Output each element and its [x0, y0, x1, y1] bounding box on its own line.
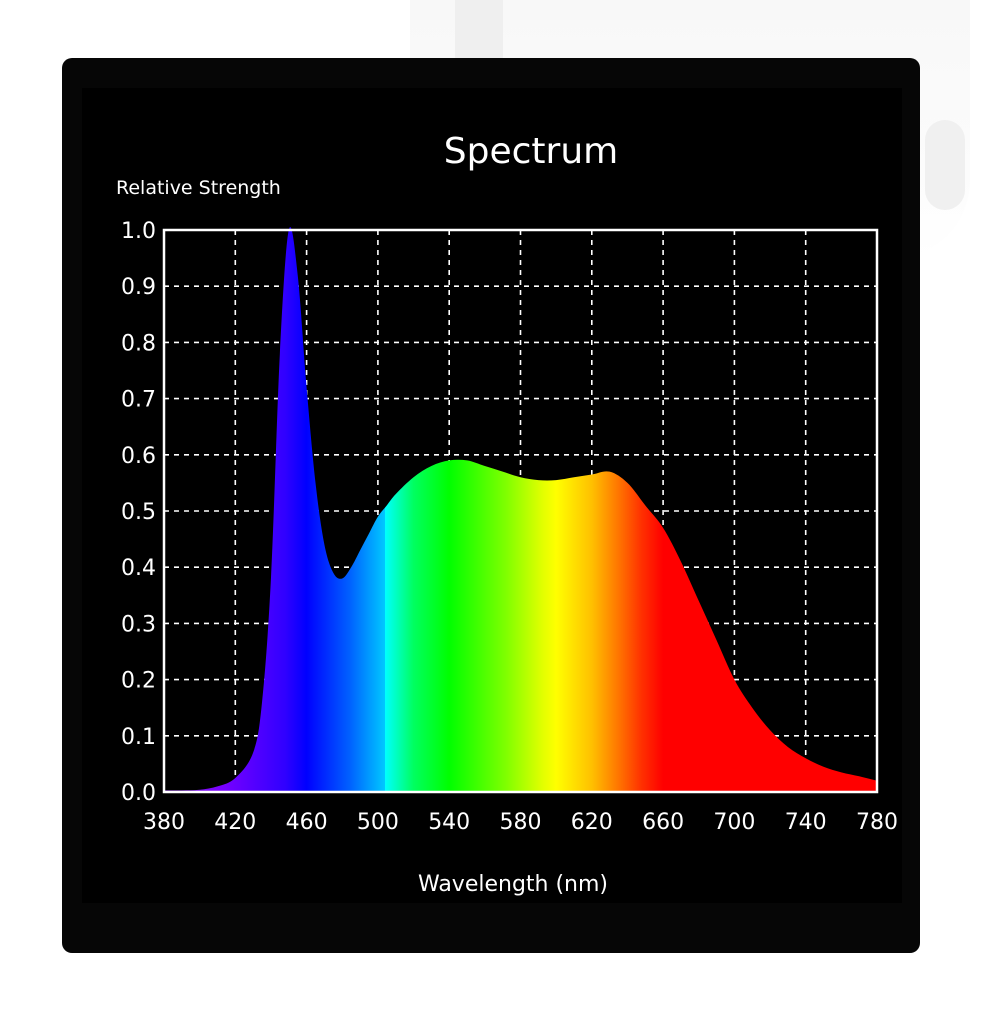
x-axis-label: Wavelength (nm) — [418, 872, 608, 897]
y-tick-label: 0.7 — [121, 388, 156, 413]
y-axis-ticks: 0.0 0.1 0.2 0.3 0.4 0.5 0.6 0.7 0.8 0.9 1.0 — [121, 219, 156, 806]
spectrum-area — [164, 226, 877, 792]
y-tick-label: 0.9 — [121, 275, 156, 300]
y-tick-label: 0.6 — [121, 444, 156, 469]
chart-title: Spectrum — [444, 131, 618, 172]
y-tick-label: 0.2 — [121, 669, 156, 694]
x-tick-label: 580 — [500, 810, 542, 835]
y-tick-label: 1.0 — [121, 219, 156, 244]
x-tick-label: 660 — [642, 810, 684, 835]
y-tick-label: 0.8 — [121, 331, 156, 356]
y-axis-label: Relative Strength — [116, 177, 281, 199]
x-tick-label: 500 — [357, 810, 399, 835]
x-tick-label: 620 — [571, 810, 613, 835]
x-tick-label: 380 — [143, 810, 185, 835]
background-decor-edge — [925, 120, 965, 210]
y-tick-label: 0.5 — [121, 500, 156, 525]
x-tick-label: 420 — [214, 810, 256, 835]
y-tick-label: 0.1 — [121, 725, 156, 750]
x-axis-ticks: 380 420 460 500 540 580 620 660 700 740 780 — [143, 810, 898, 835]
x-tick-label: 540 — [428, 810, 470, 835]
y-tick-label: 0.3 — [121, 612, 156, 637]
y-tick-label: 0.4 — [121, 556, 156, 581]
x-tick-label: 460 — [286, 810, 328, 835]
x-tick-label: 780 — [856, 810, 898, 835]
plot-frame — [162, 228, 879, 794]
x-tick-label: 740 — [785, 810, 827, 835]
x-tick-label: 700 — [713, 810, 755, 835]
y-tick-label: 0.0 — [121, 781, 156, 806]
